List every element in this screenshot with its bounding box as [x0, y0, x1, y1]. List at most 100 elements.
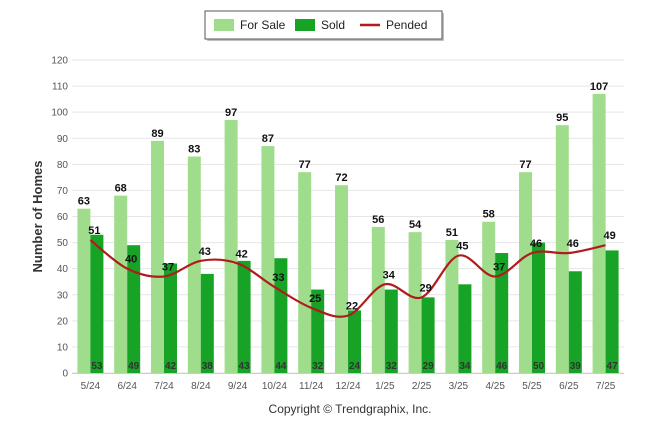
- x-tick-label: 11/24: [299, 381, 324, 392]
- for-sale-bar: [114, 195, 128, 373]
- y-tick-label: 20: [57, 316, 69, 327]
- legend: For Sale Sold Pended: [204, 10, 444, 41]
- sold-bar: [311, 289, 325, 373]
- copyright-text: Copyright © Trendgraphix, Inc.: [269, 402, 432, 416]
- sold-bar: [200, 273, 214, 373]
- sold-value-label: 53: [91, 361, 103, 372]
- for-sale-bar: [224, 119, 238, 373]
- x-tick-label: 4/25: [485, 381, 505, 392]
- pended-value-label: 42: [235, 248, 247, 260]
- y-tick-label: 30: [57, 290, 69, 301]
- sold-value-label: 42: [165, 361, 177, 372]
- for-sale-value-label: 87: [262, 133, 274, 145]
- for-sale-value-label: 89: [151, 128, 163, 140]
- for-sale-bar: [371, 226, 385, 373]
- for-sale-bar: [151, 140, 164, 373]
- for-sale-bar: [445, 239, 459, 373]
- legend-swatch: [295, 19, 315, 31]
- pended-line: 51 40 37 43 42 33 25 22 34 29 45 37 46 46 49: [88, 225, 616, 318]
- sold-bar: [274, 258, 288, 373]
- sold-bar: [605, 250, 619, 373]
- pended-value-label: 37: [493, 261, 505, 273]
- y-axis-label: Number of Homes: [30, 161, 45, 273]
- x-tick-label: 3/25: [449, 381, 469, 392]
- pended-value-label: 45: [456, 241, 468, 253]
- for-sale-bar: [519, 172, 532, 373]
- sold-bar: [495, 253, 509, 373]
- for-sale-value-label: 56: [372, 214, 384, 226]
- for-sale-value-label: 63: [78, 196, 90, 208]
- for-sale-bar: [592, 93, 606, 374]
- y-tick-label: 60: [57, 212, 69, 223]
- y-tick-label: 90: [57, 134, 69, 145]
- sold-value-label: 32: [312, 361, 324, 372]
- for-sale-value-label: 107: [590, 81, 608, 93]
- for-sale-bar: [335, 185, 348, 373]
- for-sale-value-label: 54: [409, 219, 422, 231]
- legend-box: [204, 10, 443, 40]
- for-sale-value-label: 51: [446, 227, 458, 239]
- sold-bar: [421, 297, 435, 373]
- for-sale-bar: [482, 221, 496, 373]
- sold-bar: [90, 234, 104, 373]
- y-tick-label: 100: [51, 108, 68, 119]
- sold-value-label: 49: [128, 361, 140, 372]
- legend-label: Sold: [321, 18, 345, 32]
- pended-value-label: 29: [419, 282, 431, 294]
- sold-bar: [237, 260, 251, 373]
- for-sale-bar: [187, 156, 201, 373]
- x-tick-label: 7/25: [596, 381, 616, 392]
- legend-pended-label: Pended: [386, 18, 427, 32]
- x-tick-label: 10/24: [262, 381, 287, 392]
- for-sale-value-label: 77: [299, 159, 311, 171]
- pended-value-label: 49: [603, 230, 615, 242]
- for-sale-value-label: 83: [188, 144, 200, 156]
- legend-label: For Sale: [240, 18, 286, 32]
- for-sale-bar: [77, 208, 91, 373]
- legend-swatch: [214, 19, 234, 31]
- sold-value-label: 43: [239, 361, 251, 372]
- sold-value-label: 44: [275, 361, 287, 372]
- for-sale-value-label: 77: [519, 159, 531, 171]
- x-tick-label: 8/24: [191, 381, 211, 392]
- x-tick-label: 6/25: [559, 381, 579, 392]
- x-tick-label: 6/24: [117, 381, 137, 392]
- x-tick-label: 12/24: [335, 381, 360, 392]
- sold-bar: [127, 245, 141, 373]
- y-tick-label: 120: [51, 56, 68, 67]
- sold-value-label: 24: [349, 361, 361, 372]
- y-tick-label: 70: [57, 186, 69, 197]
- pended-value-label: 25: [309, 293, 321, 305]
- pended-value-label: 22: [346, 301, 358, 313]
- x-tick-label: 5/24: [81, 381, 101, 392]
- for-sale-bar: [555, 125, 569, 373]
- y-tick-label: 10: [57, 342, 69, 353]
- pended-value-label: 34: [383, 269, 396, 281]
- y-tick-label: 40: [57, 264, 69, 275]
- y-tick-label: 0: [62, 369, 68, 380]
- sold-value-label: 32: [386, 361, 398, 372]
- for-sale-bar: [408, 232, 422, 373]
- x-tick-label: 9/24: [228, 381, 248, 392]
- sold-bar: [458, 284, 472, 373]
- sold-value-label: 34: [459, 361, 471, 372]
- pended-value-label: 33: [272, 272, 284, 284]
- pended-series-line: [89, 239, 606, 318]
- bars: 63 53 68 49 89 42 83 38 97 43 87 44 77 32 72 24 56 32 54 29…: [77, 81, 619, 374]
- for-sale-value-label: 97: [225, 107, 237, 119]
- for-sale-bar: [261, 146, 275, 373]
- y-tick-label: 110: [52, 82, 68, 93]
- sold-bar: [164, 263, 177, 373]
- y-tick-label: 50: [57, 238, 69, 249]
- for-sale-value-label: 95: [556, 112, 568, 124]
- x-tick-label: 7/24: [154, 381, 174, 392]
- x-tick-label: 2/25: [412, 381, 432, 392]
- pended-value-label: 37: [162, 261, 174, 273]
- pended-value-label: 43: [199, 246, 211, 258]
- for-sale-value-label: 72: [335, 172, 347, 184]
- for-sale-bar: [298, 172, 312, 373]
- sold-value-label: 29: [423, 361, 435, 372]
- for-sale-value-label: 68: [115, 183, 127, 195]
- y-tick-label: 80: [57, 160, 69, 171]
